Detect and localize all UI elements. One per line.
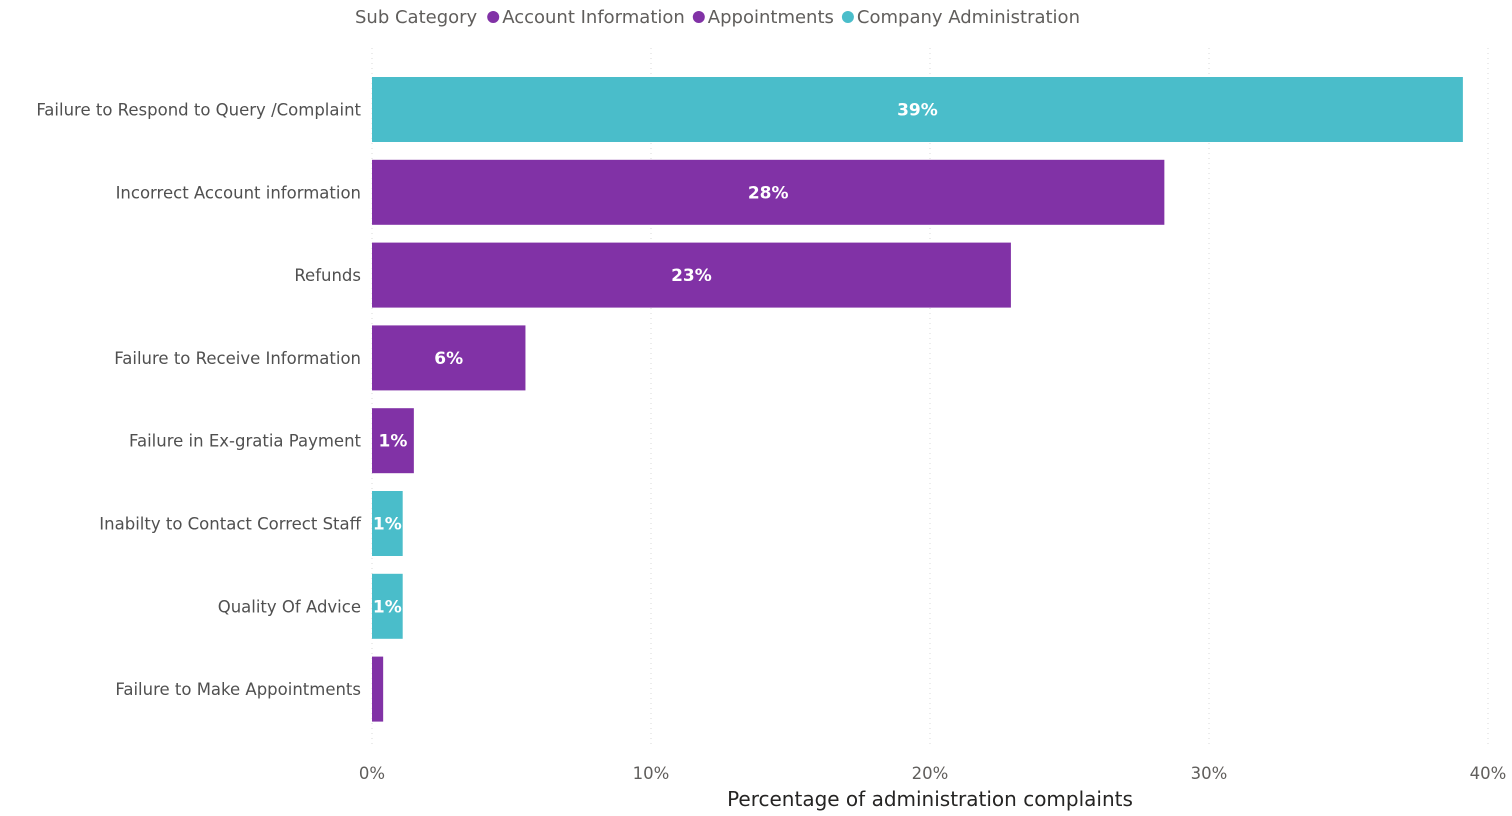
gridlines [371,48,1489,745]
category-labels: Failure to Respond to Query /Complaint In… [36,101,361,700]
legend-marker [841,11,854,23]
x-axis-ticks: 0% 10% 20% 30% 40% [359,764,1506,783]
x-tick-label: 10% [633,764,670,783]
category-label: Quality Of Advice [218,597,361,616]
data-label: 23% [671,266,712,286]
legend-marker [692,11,705,23]
data-label: 1% [373,515,402,535]
category-label: Failure in Ex-gratia Payment [129,432,362,451]
category-label: Refunds [294,266,361,285]
bar [372,325,526,391]
bar [372,77,1463,142]
legend-title: Sub Category [355,7,478,28]
x-tick-label: 0% [359,764,385,783]
data-label: 1% [373,597,402,617]
bar [372,656,384,722]
x-axis-title: Percentage of administration complaints [727,787,1133,811]
data-label: 1% [378,432,407,452]
bar [372,491,403,556]
legend-marker [487,11,500,23]
data-label: 6% [434,349,463,369]
bar [372,408,414,474]
legend-entry-label: Company Administration [857,7,1080,28]
x-tick-label: 20% [912,764,949,783]
bars [372,77,1463,722]
bar [372,159,1165,225]
legend: Sub Category Account Information Appointm… [355,7,1080,28]
x-tick-label: 40% [1470,764,1507,783]
data-label: 28% [748,183,789,203]
category-label: Inabilty to Contact Correct Staff [99,515,361,534]
legend-entry-label: Appointments [708,7,834,28]
data-label: 39% [897,101,938,121]
bar [372,573,403,639]
category-label: Failure to Make Appointments [115,680,361,699]
x-tick-label: 30% [1191,764,1228,783]
category-label: Incorrect Account information [116,183,361,202]
category-label: Failure to Respond to Query /Complaint [36,101,361,120]
category-label: Failure to Receive Information [114,349,361,368]
legend-entry-label: Account Information [502,7,685,28]
data-labels: 39% 28% 23% 6% 1% 1% 1% [373,101,938,618]
bar [372,242,1011,308]
